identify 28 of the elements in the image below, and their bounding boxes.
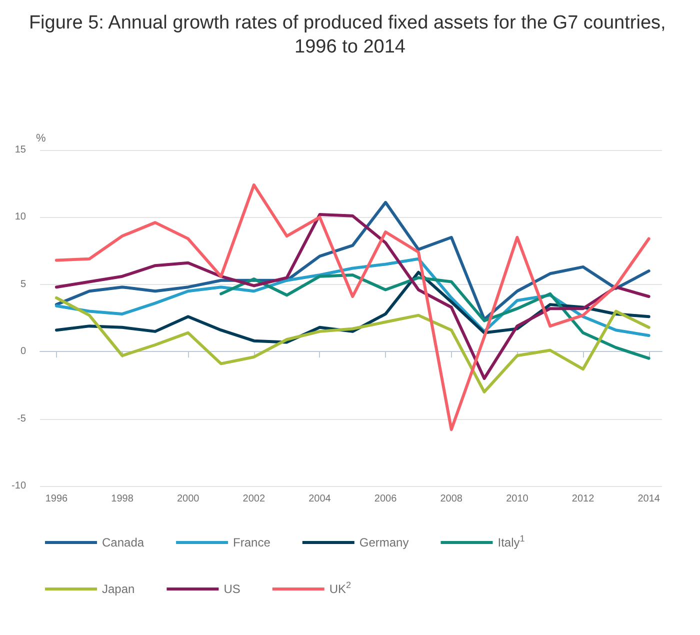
line-series — [54, 296, 650, 394]
y-axis-title: % — [36, 132, 46, 144]
legend-label: Canada — [102, 536, 144, 550]
x-tick-label: 2006 — [374, 494, 398, 504]
x-tick-label: 2002 — [242, 494, 266, 504]
x-tick-label: 1996 — [45, 494, 68, 504]
y-tick-label: 0 — [20, 346, 26, 358]
x-tick-label: 1998 — [111, 494, 134, 504]
y-tick-label: 15 — [14, 144, 26, 156]
line-series — [54, 183, 650, 432]
line-series — [220, 273, 650, 360]
x-tick-label: 2012 — [572, 494, 595, 504]
y-tick-label: -5 — [17, 413, 26, 424]
x-tick-label: 2008 — [440, 494, 463, 504]
y-tick-label: 5 — [20, 278, 26, 290]
legend-label: US — [224, 582, 240, 596]
legend-label: Germany — [359, 536, 409, 550]
x-tick-label: 2014 — [638, 494, 660, 504]
y-tick-label: 10 — [14, 212, 26, 223]
legend-label: France — [233, 536, 271, 550]
legend-label: Japan — [102, 582, 135, 596]
line-series — [54, 213, 650, 380]
chart-title: Figure 5: Annual growth rates of produced fixed assets for the G7 countries, 1996 to 2014 — [28, 12, 672, 58]
line-series — [54, 200, 650, 321]
x-tick-label: 2010 — [506, 494, 529, 504]
x-tick-label: 2000 — [176, 494, 200, 504]
y-tick-label: -10 — [12, 480, 26, 492]
x-tick-label: 2004 — [308, 494, 332, 504]
